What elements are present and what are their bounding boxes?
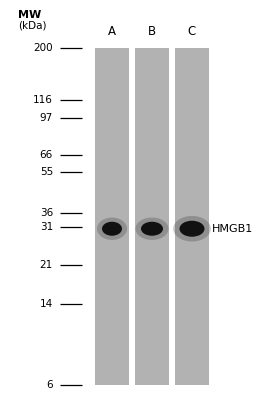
Ellipse shape — [102, 222, 121, 236]
Ellipse shape — [179, 221, 204, 237]
Text: 66: 66 — [40, 150, 53, 160]
Ellipse shape — [172, 216, 210, 242]
Bar — [174, 48, 208, 385]
Text: 116: 116 — [33, 95, 53, 105]
Ellipse shape — [140, 222, 162, 236]
Text: 55: 55 — [40, 167, 53, 177]
Text: MW: MW — [18, 10, 41, 20]
Text: 21: 21 — [40, 260, 53, 270]
Text: HMGB1: HMGB1 — [211, 224, 252, 234]
Text: A: A — [108, 25, 116, 38]
Text: 6: 6 — [46, 380, 53, 390]
Text: 97: 97 — [40, 112, 53, 122]
Bar — [95, 48, 129, 385]
Ellipse shape — [97, 218, 126, 240]
Ellipse shape — [135, 218, 168, 240]
Bar — [134, 48, 168, 385]
Text: 31: 31 — [40, 222, 53, 232]
Text: C: C — [187, 25, 195, 38]
Text: 36: 36 — [40, 208, 53, 218]
Text: 200: 200 — [33, 43, 53, 53]
Text: B: B — [147, 25, 155, 38]
Text: (kDa): (kDa) — [18, 21, 46, 31]
Text: 14: 14 — [40, 298, 53, 308]
